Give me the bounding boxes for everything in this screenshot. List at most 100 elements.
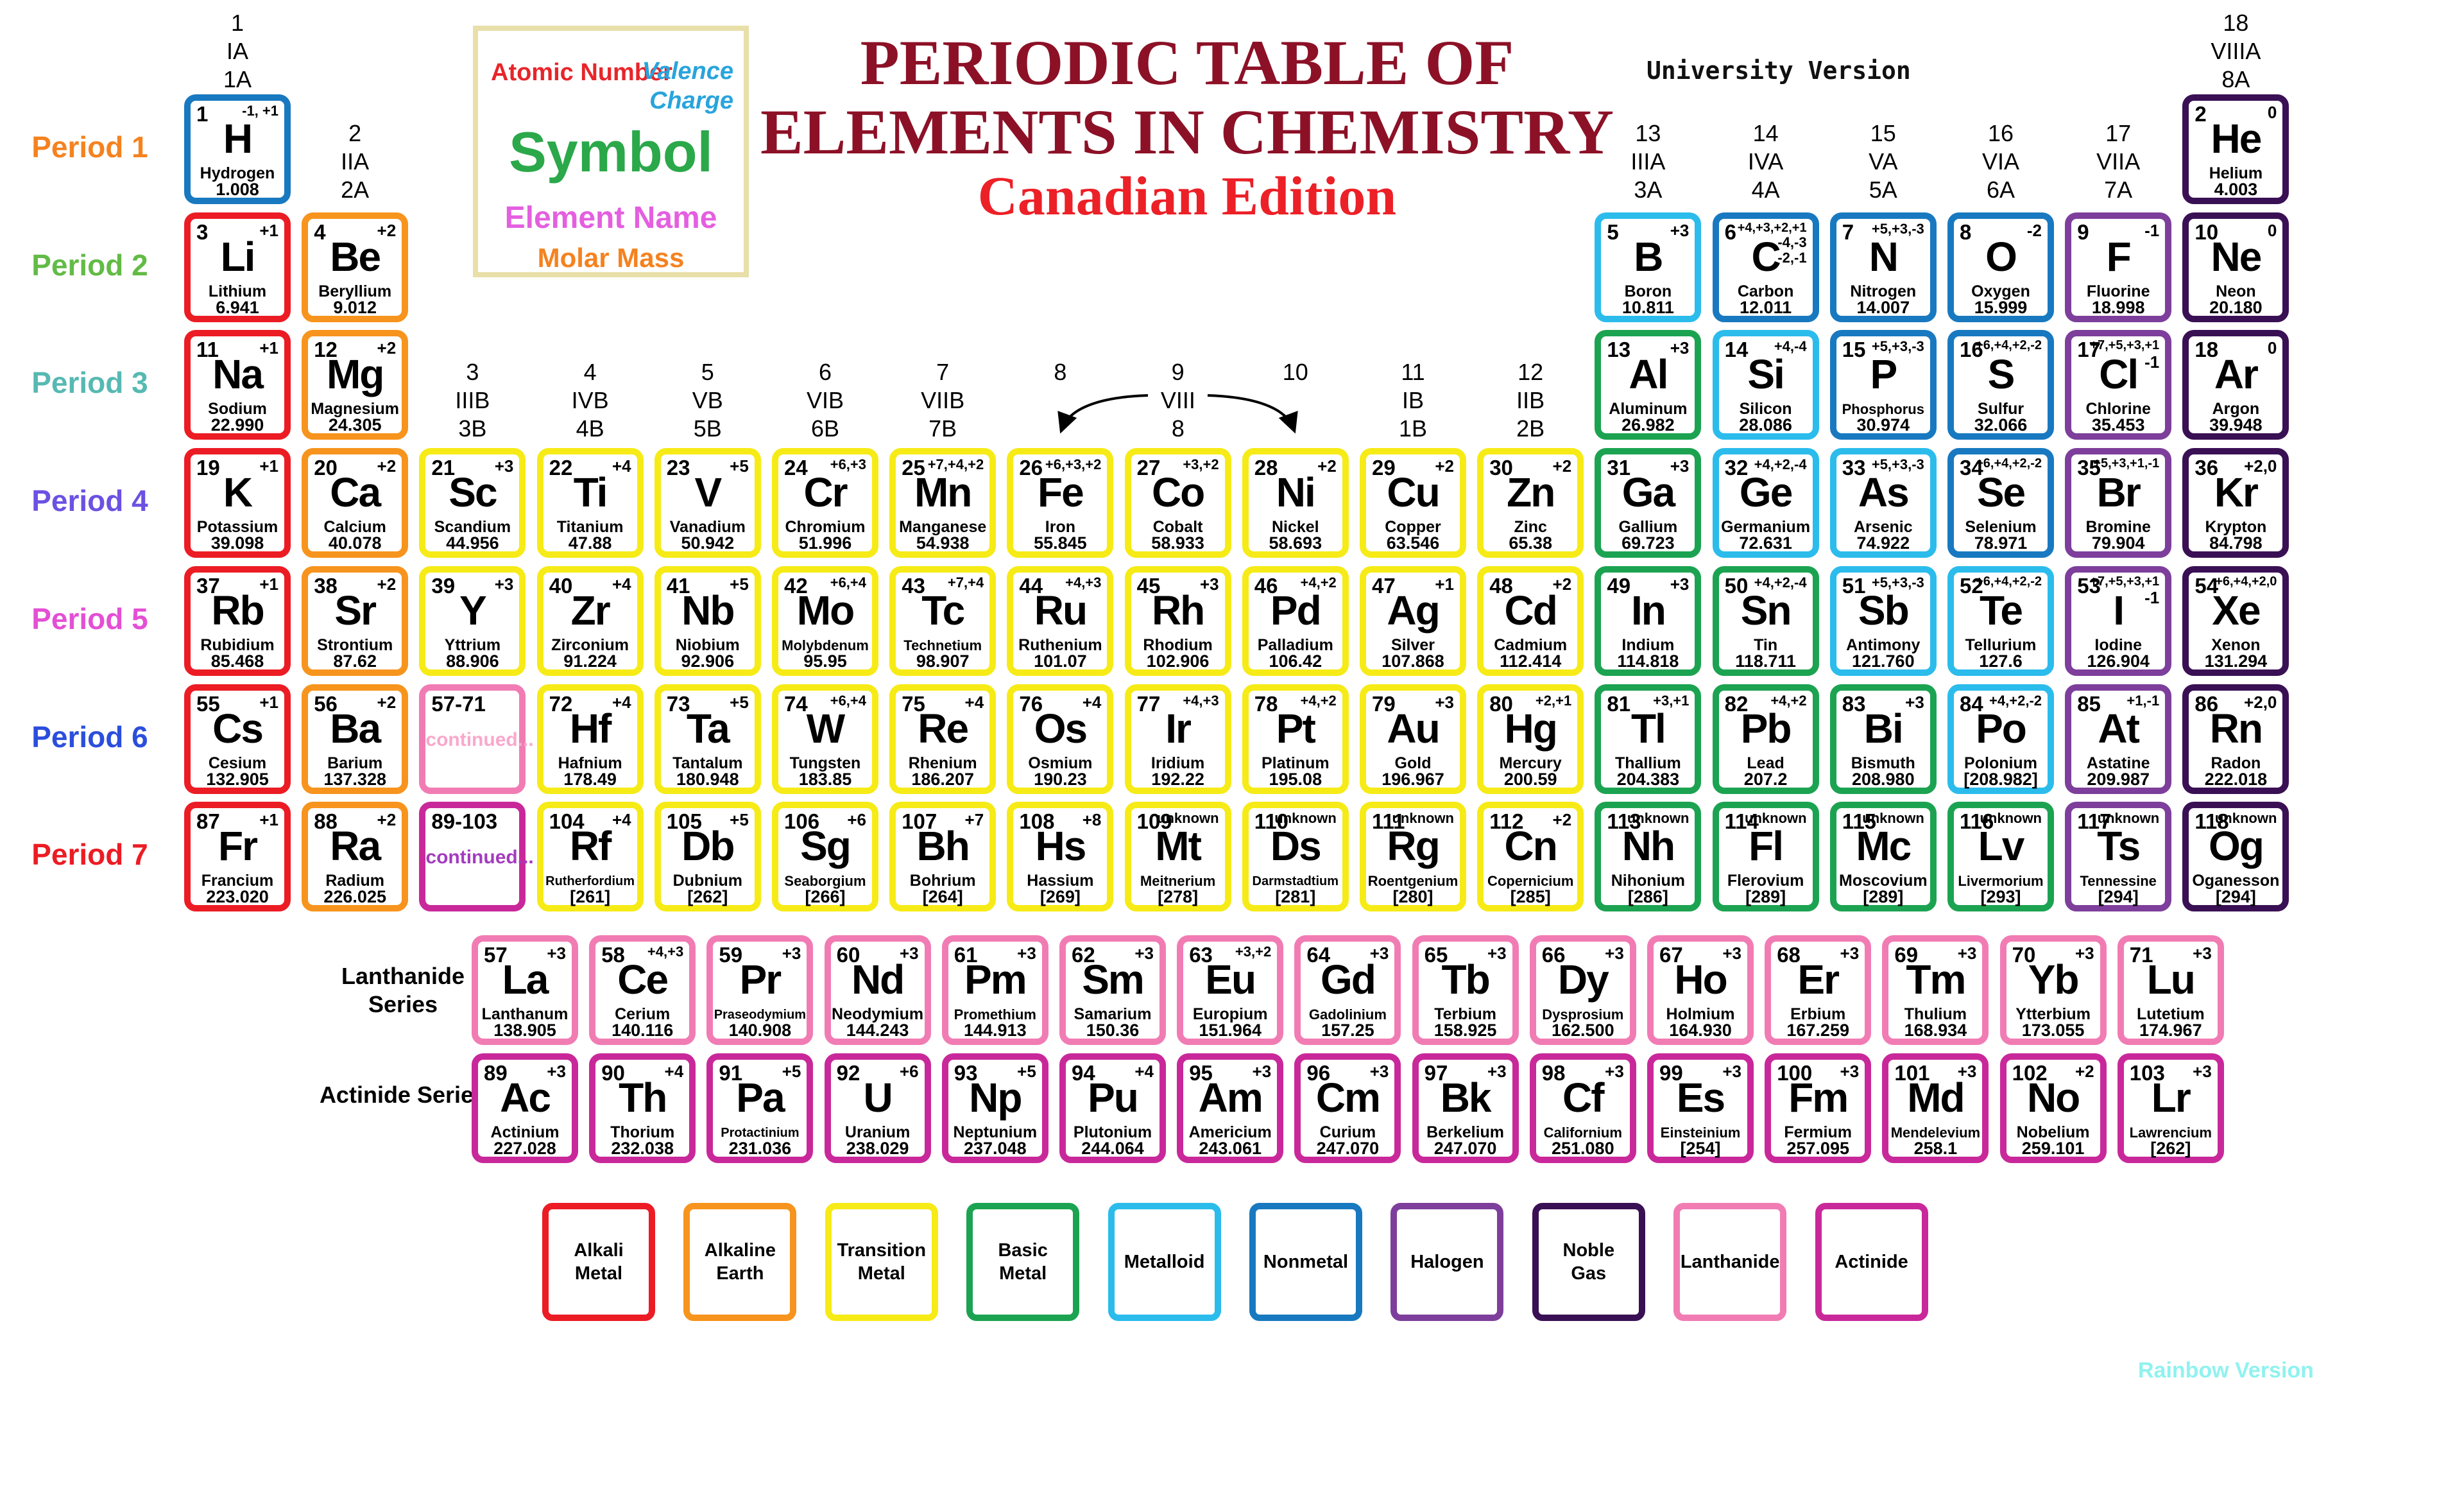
group-viii-arrows-icon [1057, 394, 1298, 434]
element-H: 1 -1, +1 H Hydrogen 1.008 [184, 94, 291, 204]
group-header-10: 10 [1282, 359, 1308, 385]
atomic-number: 50 [1724, 573, 1749, 598]
molar-mass: [294] [2215, 887, 2256, 907]
atomic-number: 85 [2077, 691, 2101, 716]
valence-charge: +4 [612, 574, 631, 594]
element-name: Nobelium [2016, 1123, 2090, 1141]
element-Fr: 87 +1 Fr Francium 223.020 [184, 802, 291, 912]
element-symbol: At [2098, 705, 2140, 752]
element-Mt: 109 unknown Mt Meitnerium [278] [1124, 802, 1231, 912]
element-symbol: Cd [1504, 587, 1558, 634]
valence-charge: +1 [259, 810, 278, 830]
element-symbol: Ru [1034, 587, 1088, 634]
element-symbol: Rn [2209, 705, 2263, 752]
period-label-1: Period 1 [31, 130, 148, 164]
element-name: Gadolinium [1308, 1006, 1387, 1023]
molar-mass: 107.868 [1382, 651, 1444, 671]
element-Cr: 24 +6,+3 Cr Chromium 51.996 [772, 448, 878, 558]
element-name: Rhenium [908, 754, 977, 772]
molar-mass: 74.922 [1856, 533, 1910, 553]
element-symbol: Eu [1205, 956, 1256, 1003]
element-name: Platinum [1262, 754, 1330, 772]
element-name: Technetium [903, 637, 982, 653]
valence-charge: +4,+2,-4 [1754, 456, 1807, 473]
element-symbol: Bh [916, 823, 970, 870]
element-symbol: Zn [1507, 469, 1555, 516]
molar-mass: 24.305 [328, 415, 382, 435]
element-name: Cobalt [1152, 518, 1203, 537]
valence-charge: +3 [899, 944, 919, 963]
element-name: Niobium [675, 635, 740, 654]
atomic-number: 32 [1724, 456, 1749, 480]
valence-charge: +5 [730, 456, 749, 476]
element-symbol: S [1987, 351, 2015, 398]
valence-charge: +4,+2 [1770, 692, 1807, 709]
element-name: Terbium [1434, 1005, 1496, 1023]
element-symbol: Th [619, 1075, 667, 1121]
molar-mass: 222.018 [2204, 769, 2268, 789]
element-Te: 52 +6,+4,+2,-2 Te Tellurium 127.6 [1947, 565, 2054, 676]
atomic-number: 97 [1424, 1061, 1448, 1085]
molar-mass: 14.007 [1856, 297, 1910, 317]
element-name: Gallium [1618, 518, 1678, 537]
element-Nh: 113 unknown Nh Nihonium [286] [1595, 802, 1702, 912]
molar-mass: 55.845 [1034, 533, 1087, 553]
element-symbol: Ni [1276, 469, 1316, 516]
atomic-number: 30 [1489, 456, 1513, 480]
element-symbol: Es [1676, 1075, 1725, 1121]
atomic-number: 9 [2077, 220, 2089, 244]
valence-charge: +3 [547, 944, 566, 963]
element-name: Calcium [323, 518, 386, 537]
element-S: 16 +6,+4,+2,-2 S Sulfur 32.066 [1947, 330, 2054, 440]
element-name: Thulium [1904, 1005, 1967, 1023]
atomic-number: 37 [196, 573, 220, 598]
atomic-number: 2 [2194, 102, 2207, 126]
atomic-number: 78 [1254, 691, 1278, 716]
element-Br: 35 +5,+3,+1,-1 Br Bromine 79.904 [2065, 448, 2172, 558]
molar-mass: 50.942 [681, 533, 735, 553]
atomic-number: 106 [784, 809, 820, 834]
element-Pm: 61 +3 Pm Promethium 144.913 [941, 935, 1048, 1045]
element-symbol: Rh [1151, 587, 1205, 634]
valence-charge: +3,+2 [1183, 456, 1219, 473]
element-name: Darmstadtium [1252, 874, 1339, 889]
molar-mass: [254] [1680, 1139, 1721, 1158]
element-Sr: 38 +2 Sr Strontium 87.62 [302, 565, 409, 676]
element-name: Rubidium [200, 635, 275, 654]
element-name: Selenium [1965, 518, 2037, 537]
element-symbol: Na [212, 351, 264, 398]
element-name: Lutetium [2137, 1005, 2205, 1023]
valence-charge: +6,+4 [830, 574, 866, 591]
element-Mn: 25 +7,+4,+2 Mn Manganese 54.938 [889, 448, 997, 558]
atomic-number: 82 [1724, 691, 1749, 716]
element-symbol: No [2026, 1075, 2080, 1121]
element-symbol: Pr [739, 956, 782, 1003]
legend-lanthanide: Lanthanide [1673, 1203, 1787, 1321]
atomic-number: 38 [314, 573, 338, 598]
molar-mass: 150.36 [1086, 1021, 1140, 1040]
element-symbol: Cr [803, 469, 848, 516]
valence-charge: +3,+1 [1653, 692, 1690, 709]
atomic-number: 91 [719, 1061, 743, 1085]
atomic-number: 42 [784, 573, 808, 598]
element-name: Lawrencium [2129, 1125, 2212, 1141]
element-Cu: 29 +2 Cu Copper 63.546 [1360, 448, 1466, 558]
element-Tb: 65 +3 Tb Terbium 158.925 [1412, 935, 1519, 1045]
element-Ba: 56 +2 Ba Barium 137.328 [302, 684, 409, 794]
element-name: Fermium [1784, 1123, 1852, 1141]
molar-mass: 106.42 [1269, 651, 1322, 671]
molar-mass: 72.631 [1739, 533, 1792, 553]
element-symbol: Cu [1387, 469, 1440, 516]
molar-mass: 180.948 [676, 769, 739, 789]
element-I: 53 +7,+5,+3,+1 -1 I Iodine 126.904 [2065, 565, 2172, 676]
element-symbol: Ce [617, 956, 669, 1003]
valence-charge: +7,+5,+3,+1 -1 [2090, 574, 2160, 608]
element-symbol: W [806, 705, 845, 752]
molar-mass: 95.95 [803, 651, 847, 671]
valence-charge: +3 [1199, 574, 1219, 594]
element-symbol: Pd [1270, 587, 1322, 634]
molar-mass: 114.818 [1617, 651, 1679, 671]
molar-mass: 186.207 [911, 769, 974, 789]
valence-charge: +1 [259, 220, 278, 240]
element-K: 19 +1 K Potassium 39.098 [184, 448, 291, 558]
